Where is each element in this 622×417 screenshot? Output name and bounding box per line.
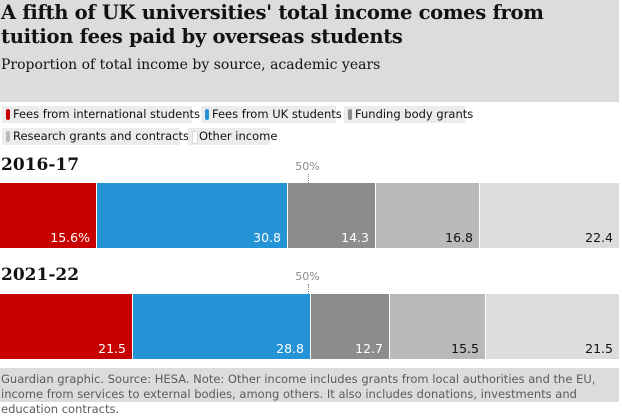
legend-item-uk: Fees from UK students — [201, 106, 342, 123]
legend-item-funding: Funding body grants — [344, 106, 473, 123]
legend-label-uk: Fees from UK students — [212, 107, 342, 121]
legend-label-other: Other income — [199, 129, 278, 143]
legend-swatch-other — [192, 131, 198, 144]
bar-segment-intl-2016-17: 15.6% — [0, 183, 96, 248]
year-label-2016-17: 2016-17 — [1, 155, 80, 175]
data-label-intl-2021-22: 21.5 — [98, 341, 126, 356]
data-label-research-2016-17: 16.8 — [445, 230, 473, 245]
bar-segment-funding-2021-22: 12.7 — [311, 294, 389, 359]
chart-title: A fifth of UK universities' total income… — [1, 1, 544, 48]
bar-row-2021-22: 21.5 28.8 12.7 15.5 21.5 — [0, 294, 619, 359]
chart-subtitle: Proportion of total income by source, ac… — [1, 57, 381, 73]
legend-item-intl: Fees from international students — [2, 106, 200, 123]
bar-segment-funding-2016-17: 14.3 — [288, 183, 375, 248]
legend-swatch-uk — [205, 109, 209, 120]
legend-item-other: Other income — [188, 128, 277, 145]
legend-label-intl: Fees from international students — [13, 107, 201, 121]
legend-label-research: Research grants and contracts — [13, 129, 189, 143]
legend-swatch-intl — [6, 109, 10, 120]
data-label-research-2021-22: 15.5 — [451, 341, 479, 356]
reference-line-50 — [307, 174, 309, 183]
bar-segment-uk-2016-17: 30.8 — [97, 183, 287, 248]
reference-label-50: 50% — [295, 160, 320, 173]
reference-line-50 — [307, 284, 309, 294]
legend-item-research: Research grants and contracts — [2, 128, 189, 145]
bar-segment-research-2021-22: 15.5 — [390, 294, 485, 359]
legend-swatch-funding — [348, 109, 352, 120]
bar-segment-research-2016-17: 16.8 — [376, 183, 479, 248]
bar-segment-uk-2021-22: 28.8 — [133, 294, 310, 359]
legend-label-funding: Funding body grants — [355, 107, 474, 121]
data-label-other-2021-22: 21.5 — [585, 341, 613, 356]
legend-swatch-research — [6, 131, 10, 142]
reference-label-50: 50% — [295, 270, 320, 283]
data-label-other-2016-17: 22.4 — [585, 230, 613, 245]
bar-segment-other-2021-22: 21.5 — [486, 294, 619, 359]
data-label-funding-2021-22: 12.7 — [355, 341, 383, 356]
bar-segment-intl-2021-22: 21.5 — [0, 294, 132, 359]
data-label-intl-2016-17: 15.6% — [50, 230, 90, 245]
data-label-uk-2021-22: 28.8 — [276, 341, 304, 356]
year-label-2021-22: 2021-22 — [1, 265, 80, 285]
source-note: Guardian graphic. Source: HESA. Note: Ot… — [1, 372, 596, 416]
bar-row-2016-17: 15.6% 30.8 14.3 16.8 22.4 — [0, 183, 619, 248]
data-label-funding-2016-17: 14.3 — [341, 230, 369, 245]
bar-segment-other-2016-17: 22.4 — [480, 183, 619, 248]
data-label-uk-2016-17: 30.8 — [253, 230, 281, 245]
